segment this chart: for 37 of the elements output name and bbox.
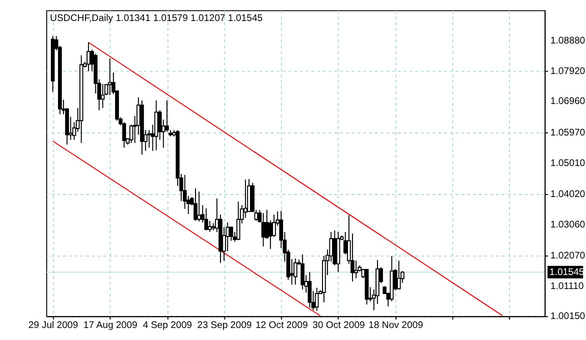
y-tick-label: 1.05970 [550, 127, 586, 138]
candlestick [314, 287, 319, 312]
x-tick-label: 23 Sep 2009 [197, 320, 252, 332]
x-tick-label: 17 Aug 2009 [83, 320, 138, 332]
y-tick-label: 1.08880 [550, 36, 586, 47]
candlestick [204, 208, 208, 231]
candlestick [194, 188, 198, 222]
candlestick [396, 260, 401, 290]
candlestick [197, 191, 201, 222]
chart-title: USDCHF,Daily 1.01341 1.01579 1.01207 1.01545 [50, 12, 263, 24]
y-tick-label: 1.00150 [550, 311, 586, 322]
x-tick-label: 4 Sep 2009 [142, 320, 192, 332]
y-tick-label: 1.02070 [550, 250, 586, 262]
y-tick-label: 1.03060 [550, 219, 586, 230]
y-tick-label: 1.06960 [550, 96, 586, 108]
candlestick [100, 84, 105, 108]
candlestick [354, 260, 358, 279]
y-tick-label: 1.05010 [550, 158, 586, 169]
candlestick [108, 58, 112, 96]
candlestick [229, 226, 234, 242]
candlestick [236, 201, 240, 241]
candlestick [208, 220, 212, 232]
candlestick [261, 212, 266, 247]
candlestick [86, 42, 90, 72]
candlestick [122, 122, 126, 148]
candlestick [308, 272, 312, 308]
candlestick [300, 254, 304, 290]
x-tick-label: 18 Nov 2009 [368, 320, 424, 332]
x-tick-label: 12 Oct 2009 [255, 320, 308, 332]
y-tick-label: 1.01110 [550, 280, 584, 292]
candlestick [165, 100, 169, 132]
candlestick [147, 130, 152, 148]
x-tick-label: 30 Oct 2009 [312, 320, 365, 332]
x-tick-label: 29 Jul 2009 [28, 320, 78, 332]
y-tick-label: 1.04020 [550, 188, 586, 200]
candlestick [293, 258, 298, 286]
y-tick-label: 1.07920 [550, 66, 586, 77]
